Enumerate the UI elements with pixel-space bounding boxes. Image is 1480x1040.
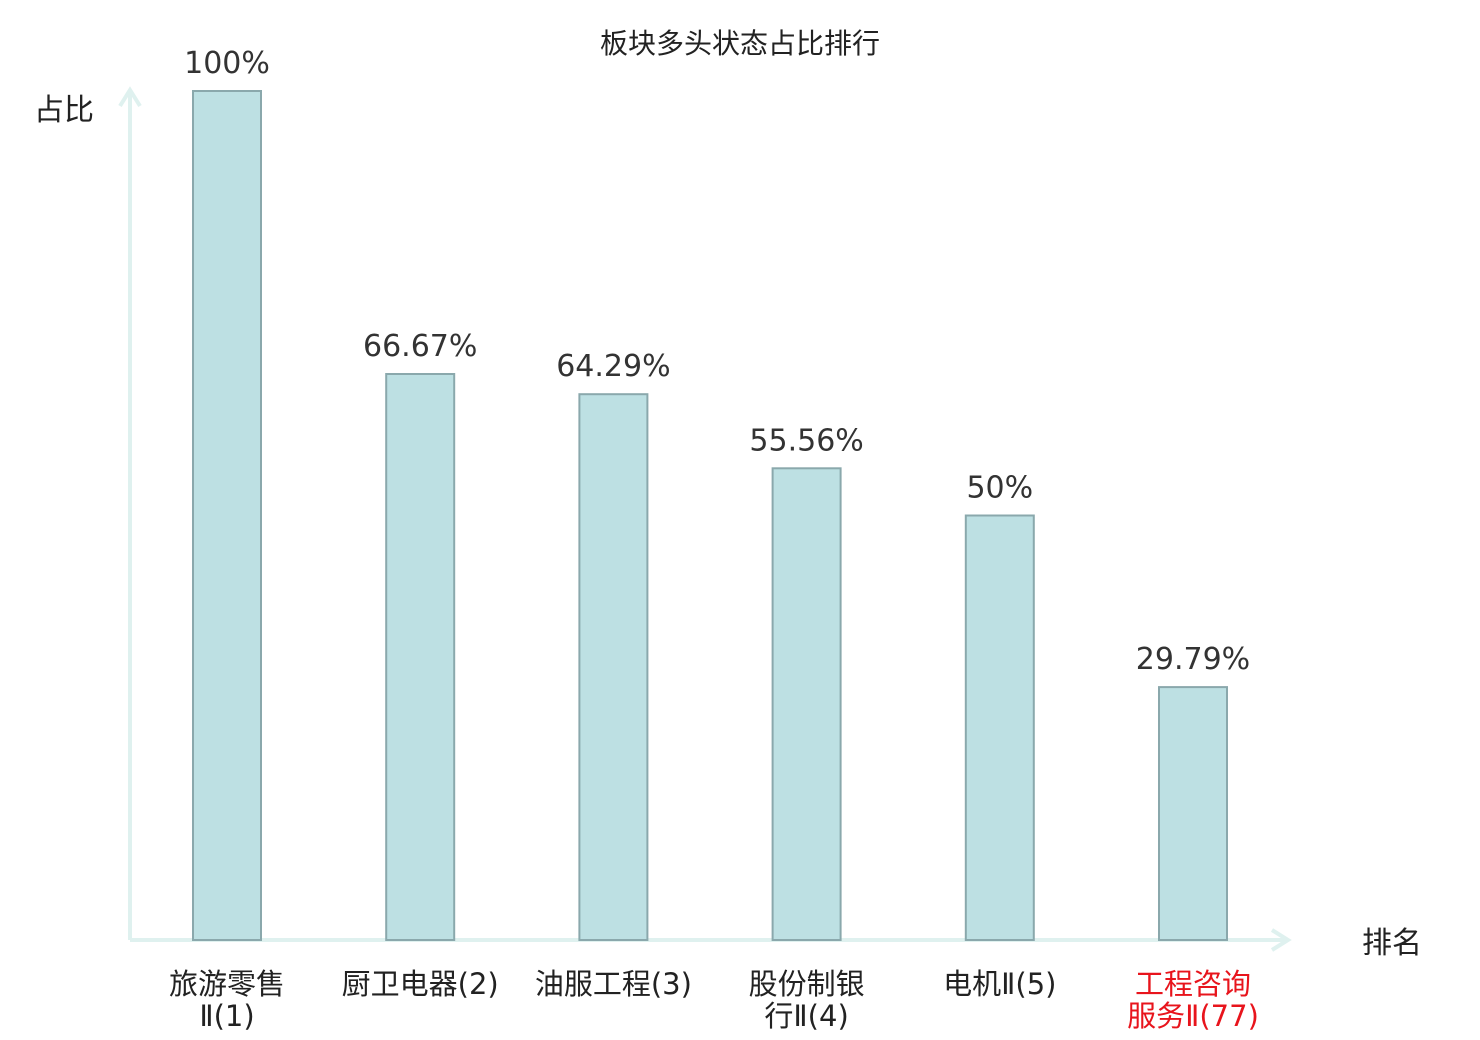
data-labels: 100% 66.67% 64.29% 55.56% 50% 29.79% xyxy=(184,46,1250,677)
x-axis-arrow-icon xyxy=(1270,928,1292,952)
data-label-2: 66.67% xyxy=(363,329,477,364)
x-axis-label: 排名 xyxy=(1362,926,1422,961)
y-axis-label: 占比 xyxy=(34,93,94,128)
data-label-3: 64.29% xyxy=(556,349,670,384)
bar-1 xyxy=(192,90,262,941)
x-tick-label-2: 厨卫电器(2) xyxy=(342,967,499,1001)
x-tick-label-4-line-2: 行Ⅱ(4) xyxy=(764,999,848,1033)
x-tick-label-4-line-1: 股份制银 xyxy=(749,967,865,1001)
chart-title: 板块多头状态占比排行 xyxy=(600,27,880,60)
x-tick-label-1-line-2: Ⅱ(1) xyxy=(199,999,254,1033)
data-label-6: 29.79% xyxy=(1136,642,1250,677)
y-axis-arrow-icon xyxy=(118,86,142,108)
x-tick-label-1-line-1: 旅游零售 xyxy=(169,967,285,1001)
y-axis xyxy=(118,86,142,940)
data-label-5: 50% xyxy=(966,471,1033,506)
x-tick-label-6-line-1: 工程咨询 xyxy=(1135,967,1251,1001)
bar-3 xyxy=(578,393,649,941)
x-tick-label-3: 油服工程(3) xyxy=(535,967,692,1001)
x-tick-label-6-line-2: 服务Ⅱ(77) xyxy=(1127,999,1259,1033)
bar-series xyxy=(192,90,1228,941)
data-label-1: 100% xyxy=(184,46,270,81)
bar-4 xyxy=(771,467,842,941)
bar-5 xyxy=(964,514,1035,941)
x-axis xyxy=(130,928,1292,952)
data-label-4: 55.56% xyxy=(749,423,863,458)
x-tick-label-5: 电机Ⅱ(5) xyxy=(943,967,1056,1001)
bar-2 xyxy=(385,373,456,941)
bar-6 xyxy=(1158,686,1228,941)
